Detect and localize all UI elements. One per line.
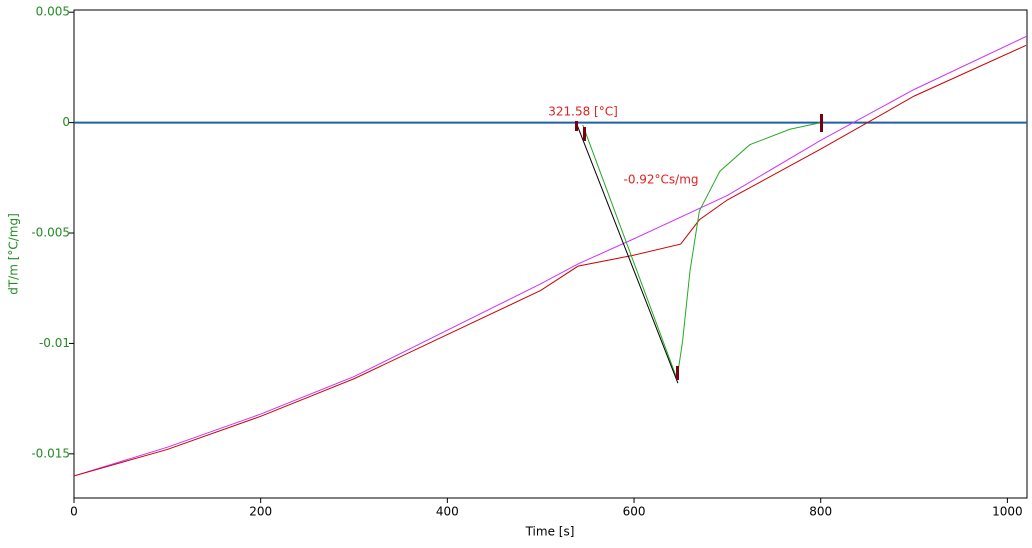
- y-tick-label: 0.005: [36, 5, 70, 19]
- x-tick-label: 200: [249, 505, 272, 519]
- plot-frame: [73, 9, 1028, 499]
- y-tick-label: -0.015: [31, 446, 70, 460]
- x-tick-label: 800: [809, 505, 832, 519]
- annotation: 321.58 [°C]: [548, 105, 618, 119]
- cursor-marker: [583, 127, 586, 141]
- y-axis-label: dT/m [°C/mg]: [7, 213, 21, 295]
- x-tick-label: 600: [623, 505, 646, 519]
- x-tick-label: 400: [436, 505, 459, 519]
- x-tick-label: 1000: [992, 505, 1023, 519]
- annotation: -0.92°Cs/mg: [623, 173, 698, 187]
- x-tick-label: 0: [70, 505, 78, 519]
- y-tick-label: 0: [62, 115, 70, 129]
- line: [73, 36, 1027, 477]
- cursor-marker: [575, 121, 578, 131]
- line: [575, 122, 679, 384]
- y-tick-label: -0.01: [39, 336, 70, 350]
- x-axis-label: Time [s]: [525, 525, 575, 539]
- line: [73, 44, 1027, 477]
- cursor-marker: [820, 114, 823, 132]
- cursor-marker: [676, 366, 679, 380]
- y-tick-label: -0.005: [31, 226, 70, 240]
